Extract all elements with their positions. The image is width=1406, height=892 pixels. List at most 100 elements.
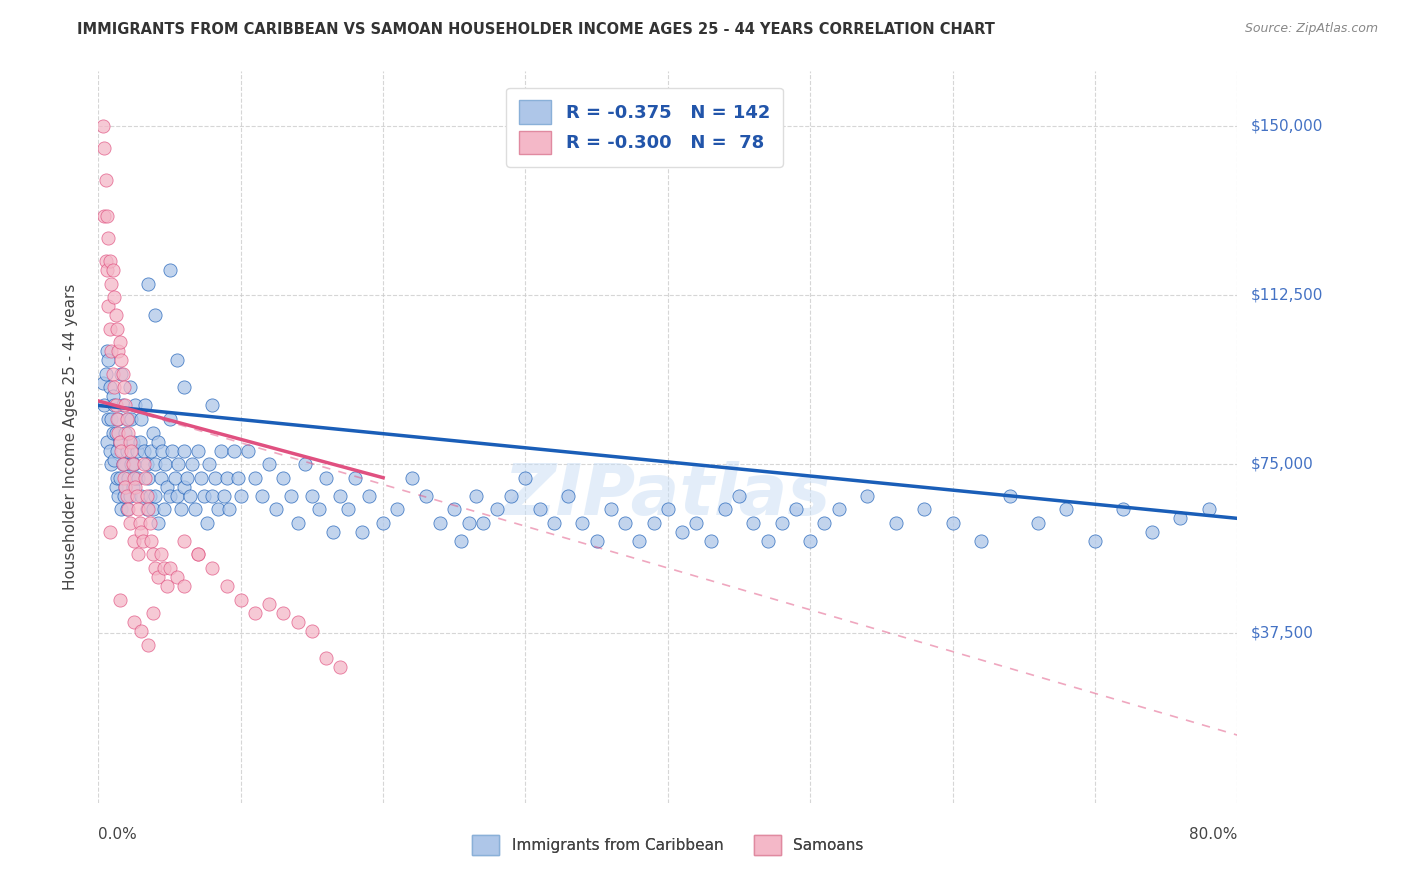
Point [104,308,127,322]
Point [884,516,907,530]
Point [111,367,134,381]
Point [136,277,159,291]
Point [153,561,176,575]
Point [209,443,232,458]
Text: 80.0%: 80.0% [1189,828,1237,842]
Point [103,452,125,467]
Point [145,457,167,471]
Point [104,399,127,413]
Point [132,443,155,458]
Point [195,516,218,530]
Point [259,597,281,611]
Point [173,443,195,458]
Point [942,516,965,530]
Point [799,533,821,548]
Point [287,615,309,630]
Point [970,533,993,548]
Point [657,502,679,516]
Point [1170,511,1192,525]
Point [159,561,181,575]
Point [107,489,129,503]
Point [308,502,330,516]
Point [173,533,195,548]
Point [101,263,124,277]
Point [1056,502,1078,516]
Point [543,516,565,530]
Point [118,489,141,503]
Point [125,443,148,458]
Point [122,615,145,630]
Point [201,489,224,503]
Point [115,489,138,503]
Point [259,457,281,471]
Point [103,399,125,413]
Point [201,561,224,575]
Point [94,367,117,381]
Point [173,579,195,593]
Point [912,502,935,516]
Point [159,412,181,426]
Point [141,606,163,620]
Point [529,502,551,516]
Text: ZIPatlas: ZIPatlas [505,461,831,530]
Point [193,489,215,503]
Point [110,443,132,458]
Point [139,443,162,458]
Point [125,489,148,503]
Point [218,502,240,516]
Point [134,471,156,485]
Point [97,353,120,368]
Point [110,367,132,381]
Point [557,489,579,503]
Point [124,471,146,485]
Point [112,380,135,394]
Point [136,471,159,485]
Point [110,502,132,516]
Point [104,480,127,494]
Point [173,480,195,494]
Point [229,489,252,503]
Point [166,489,188,503]
Point [124,480,146,494]
Point [187,548,209,562]
Point [212,489,235,503]
Point [145,561,167,575]
Point [187,443,209,458]
Point [742,516,765,530]
Point [141,425,163,440]
Point [699,533,721,548]
Legend: Immigrants from Caribbean, Samoans: Immigrants from Caribbean, Samoans [465,830,870,861]
Point [139,533,162,548]
Point [120,457,142,471]
Text: $37,500: $37,500 [1251,626,1315,641]
Point [350,524,373,539]
Point [571,516,593,530]
Point [105,443,128,458]
Point [118,434,141,449]
Point [129,524,152,539]
Point [127,471,149,485]
Point [100,457,122,471]
Point [329,660,352,674]
Point [250,489,273,503]
Point [215,471,238,485]
Point [122,457,145,471]
Point [153,502,176,516]
Point [117,412,139,426]
Point [121,434,143,449]
Point [93,209,115,223]
Point [128,434,150,449]
Point [101,425,124,440]
Point [714,502,737,516]
Point [112,457,135,471]
Point [134,399,156,413]
Point [1140,524,1163,539]
Point [135,489,157,503]
Point [108,335,131,350]
Point [173,380,195,394]
Point [167,457,190,471]
Point [98,254,121,268]
Point [685,516,707,530]
Point [1198,502,1220,516]
Point [98,443,121,458]
